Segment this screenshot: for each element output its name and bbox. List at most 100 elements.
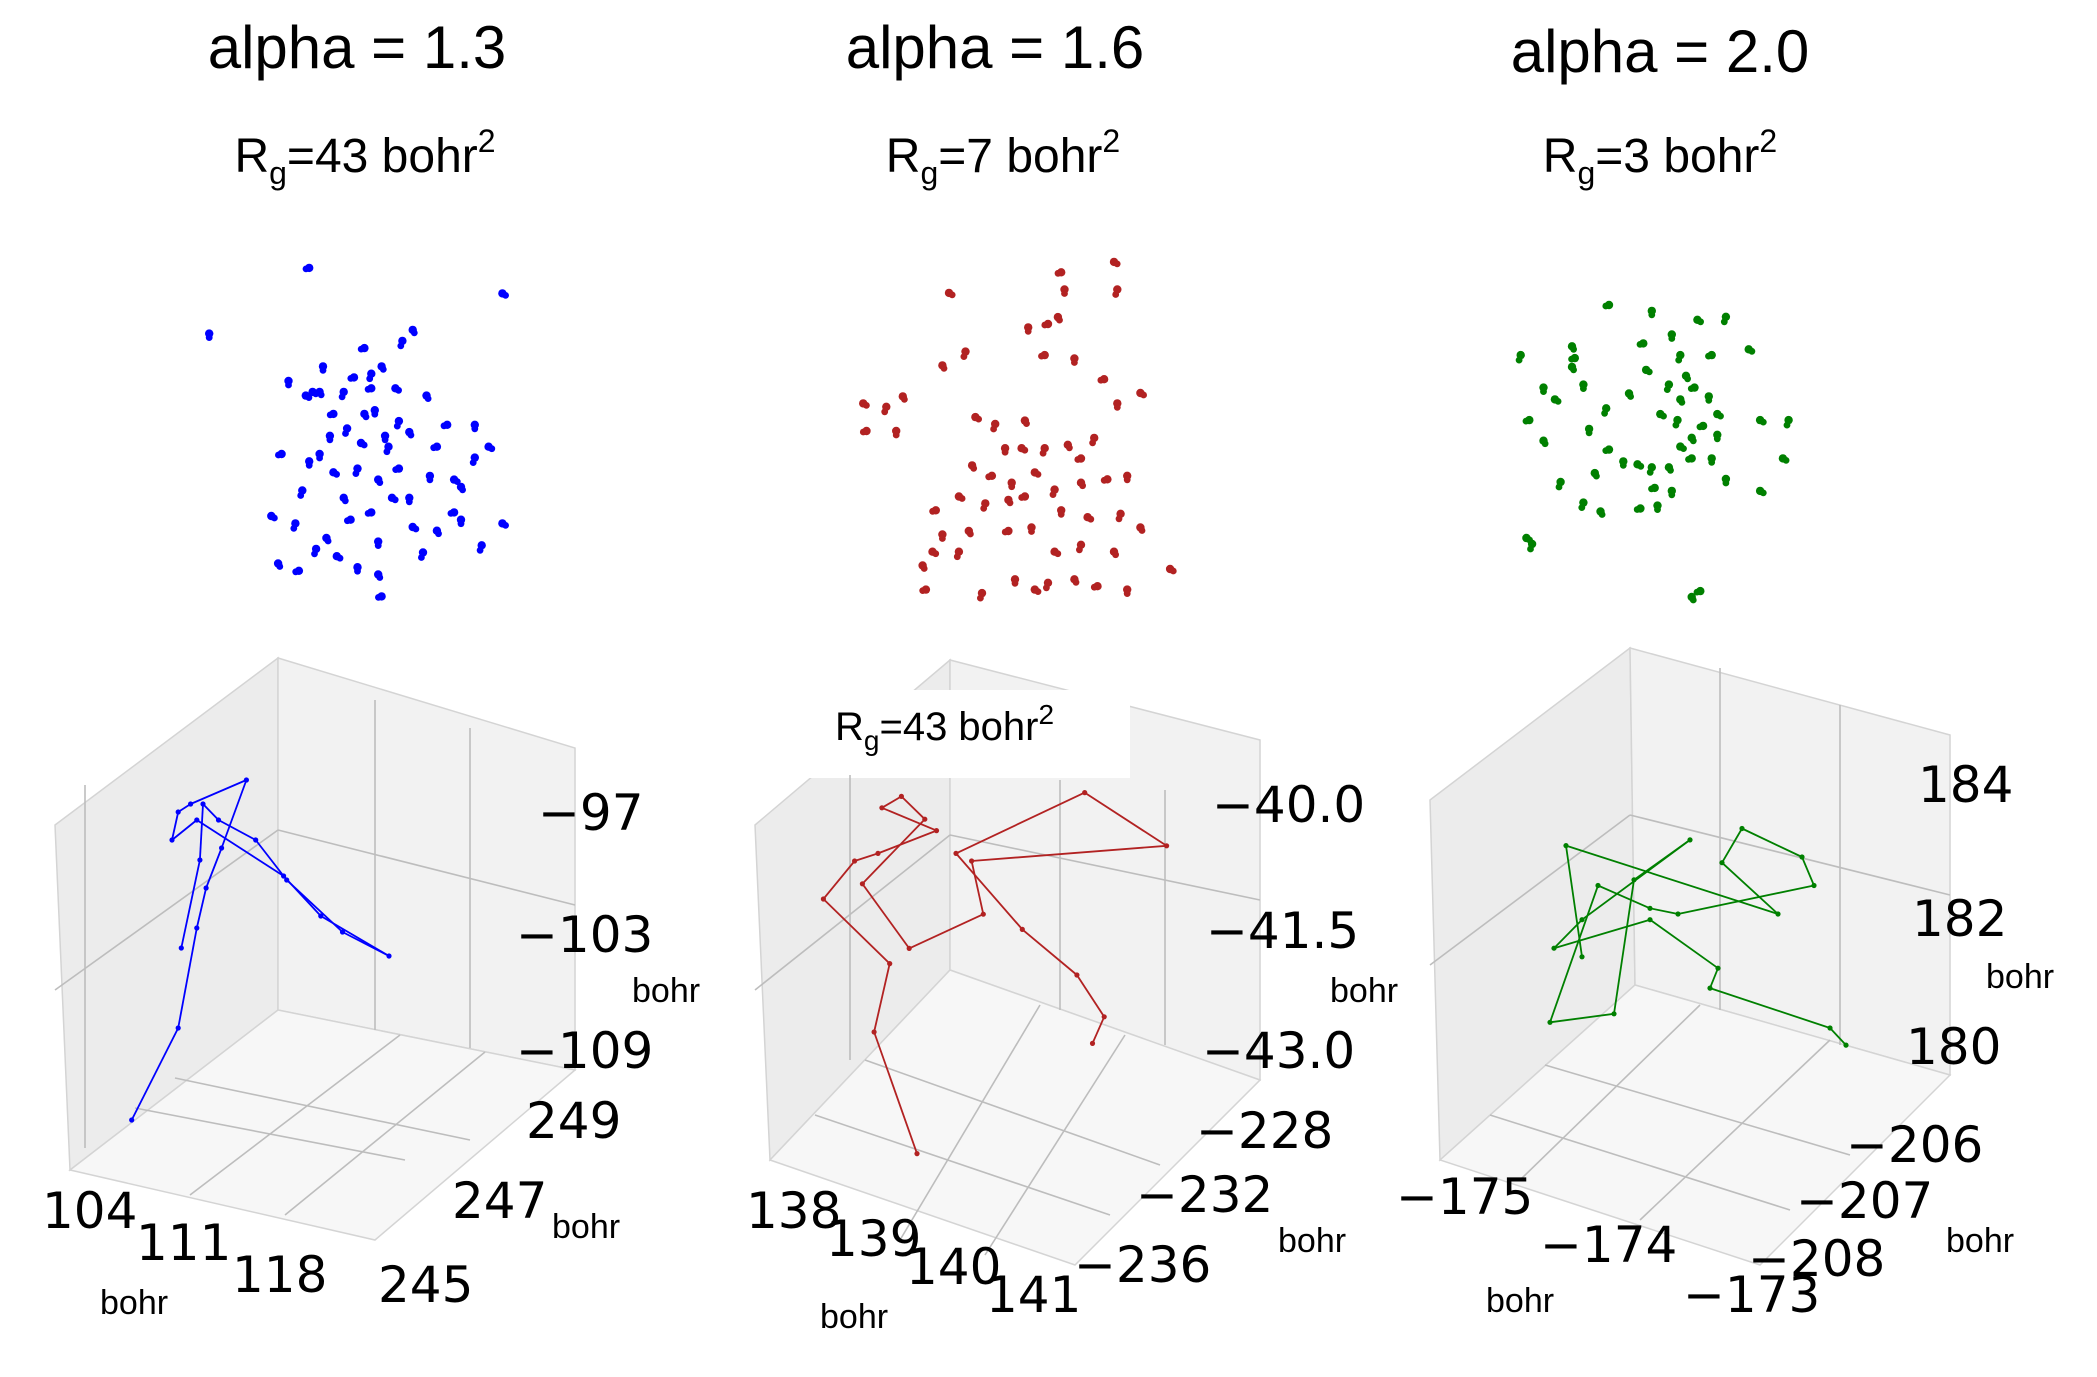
- scatter-point: [371, 410, 379, 418]
- y-axis-label: bohr: [1946, 1222, 2014, 1260]
- scatter-point: [376, 479, 384, 486]
- scatter-point: [1717, 412, 1724, 420]
- scatter-point: [271, 514, 278, 522]
- rg-main: R: [835, 705, 864, 749]
- scatter-point: [357, 345, 365, 353]
- path-segment: [822, 898, 891, 965]
- scatter-point: [1748, 347, 1756, 355]
- scatter-point: [302, 265, 310, 273]
- path-segment: [1597, 884, 1651, 910]
- y-tick-label: −207: [1796, 1172, 1933, 1230]
- path-segment: [180, 859, 201, 949]
- scatter-point: [1708, 459, 1716, 466]
- z-ticks: −40.0 −41.5 −43.0: [1202, 776, 1365, 1080]
- path-segment: [873, 963, 891, 1033]
- scatter-point: [1554, 398, 1562, 405]
- path-segment: [286, 879, 344, 933]
- rg-label: Rg=7 bohr2: [886, 123, 1120, 191]
- scatter-point: [1570, 345, 1577, 353]
- scatter-point: [275, 451, 282, 459]
- scatter-point: [1054, 269, 1062, 277]
- scatter-point: [1783, 421, 1791, 429]
- rg-mid: =43 bohr: [287, 130, 478, 183]
- scatter-point: [1072, 578, 1080, 586]
- scatter-point: [1759, 418, 1767, 426]
- grid-lines: [1429, 668, 1951, 1221]
- rg-sub: g: [269, 155, 287, 191]
- path-vertex: [871, 1029, 877, 1035]
- scatter-point: [1713, 435, 1721, 443]
- scatter-point: [459, 486, 466, 494]
- path-vertex: [1019, 926, 1025, 933]
- scatter-point: [1667, 466, 1674, 474]
- scatter-point: [1138, 527, 1146, 534]
- scatter-point: [1555, 483, 1563, 491]
- axes3d: −97 −103 −109 bohr 249 247 245 bohr 104 …: [42, 656, 700, 1322]
- scatter-point: [1039, 449, 1047, 457]
- path-vertex: [1563, 843, 1569, 849]
- path-segment: [854, 852, 879, 862]
- path-segment: [881, 806, 937, 832]
- path-segment: [202, 803, 220, 821]
- scatter-point: [319, 367, 327, 374]
- scatter-plot: [205, 263, 509, 601]
- scatter-point: [975, 415, 982, 423]
- scatter-point: [1034, 471, 1042, 478]
- y-tick-label: 249: [526, 1092, 621, 1150]
- scatter-point: [859, 428, 867, 436]
- y-tick-label: −208: [1748, 1230, 1885, 1288]
- z-tick-label: 180: [1906, 1018, 2001, 1076]
- scatter-point: [1570, 366, 1577, 374]
- path-segment: [1801, 856, 1815, 886]
- path-segment: [1649, 907, 1679, 915]
- scatter-point: [1023, 420, 1030, 427]
- panel-alpha-1-3: alpha = 1.3 Rg=43 bohr2 −97 −103: [42, 14, 700, 1322]
- scatter-point: [1705, 397, 1713, 404]
- y-axis-label: bohr: [552, 1208, 620, 1246]
- pane-floor: [768, 969, 1262, 1266]
- scatter-point: [1697, 318, 1704, 326]
- path-vertex: [1595, 882, 1601, 889]
- scatter-point: [1660, 412, 1667, 420]
- scatter-point: [1685, 456, 1692, 463]
- scatter-point: [1024, 328, 1032, 335]
- path-vertex: [879, 805, 885, 811]
- scatter-point: [985, 473, 993, 481]
- path-segment: [1721, 862, 1779, 915]
- path-segment: [877, 829, 937, 855]
- scatter-point: [1633, 506, 1641, 513]
- scatter-plot: [859, 257, 1177, 602]
- y-tick-label: −232: [1136, 1166, 1273, 1224]
- x-tick-label: 140: [906, 1238, 1001, 1296]
- scatter-point: [1056, 316, 1063, 324]
- scatter-point: [430, 444, 438, 452]
- panel-alpha-1-6: alpha = 1.6 Rg=7 bohr2 Rg=43 bohr2: [746, 14, 1398, 1336]
- z-tick-label: −97: [538, 784, 644, 842]
- path-segment: [220, 779, 248, 849]
- scatter-point: [426, 476, 434, 484]
- scatter-point: [970, 465, 978, 472]
- path-vertex: [284, 877, 290, 883]
- path-segment: [971, 844, 1167, 862]
- scatter-point: [502, 522, 509, 529]
- scatter-point: [305, 394, 313, 401]
- scatter-point: [1113, 404, 1121, 411]
- scatter-point: [418, 554, 425, 561]
- scatter-point: [1654, 506, 1661, 513]
- scatter-point: [990, 425, 997, 433]
- path-segment: [1829, 1027, 1847, 1046]
- scatter-point: [1689, 596, 1697, 604]
- scatter-point: [1602, 302, 1610, 310]
- scatter-point: [1115, 515, 1123, 523]
- scatter-point: [977, 594, 984, 602]
- path-vertex: [339, 929, 346, 935]
- scatter-point: [967, 530, 974, 538]
- path-segment: [1721, 828, 1743, 864]
- scatter-point: [1687, 385, 1695, 392]
- scatter-point: [342, 430, 349, 437]
- scatter-point: [1071, 359, 1078, 366]
- scatter-point: [1140, 391, 1147, 399]
- scatter-point: [344, 517, 351, 525]
- scatter-point: [1061, 290, 1068, 297]
